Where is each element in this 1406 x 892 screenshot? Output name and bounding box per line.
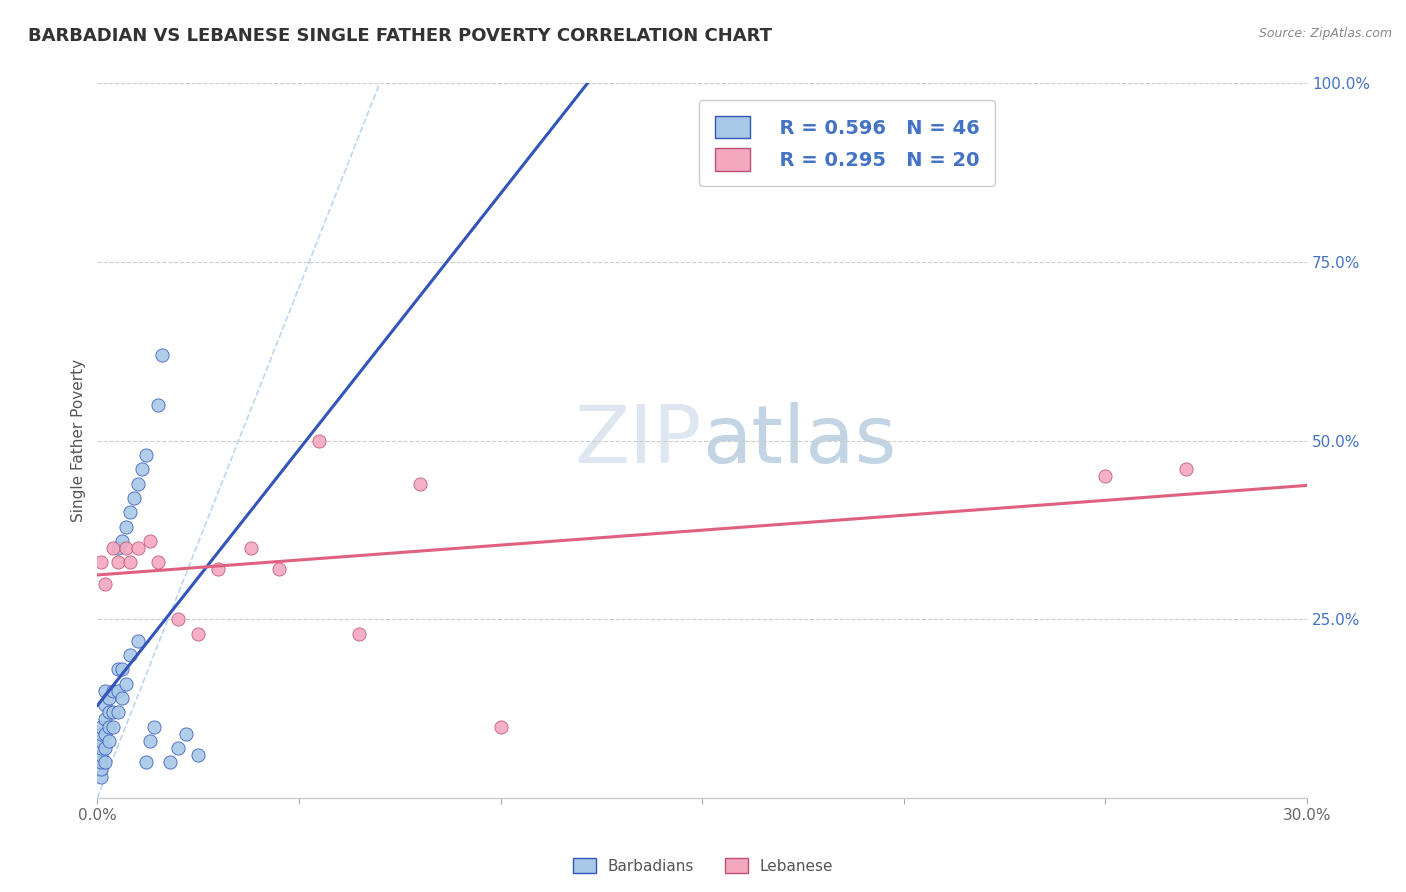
Point <box>174 727 197 741</box>
Point <box>110 691 132 706</box>
Point <box>90 734 112 748</box>
Point <box>110 533 132 548</box>
Text: Source: ZipAtlas.com: Source: ZipAtlas.com <box>1258 27 1392 40</box>
Point <box>107 541 129 555</box>
Point <box>98 720 121 734</box>
Point <box>107 555 129 569</box>
Y-axis label: Single Father Poverty: Single Father Poverty <box>72 359 86 523</box>
Point <box>94 741 117 756</box>
Point <box>103 720 125 734</box>
Point <box>167 612 190 626</box>
Point <box>308 434 330 448</box>
Point <box>142 720 165 734</box>
Legend:   R = 0.596   N = 46,   R = 0.295   N = 20: R = 0.596 N = 46, R = 0.295 N = 20 <box>700 100 995 186</box>
Point <box>146 398 169 412</box>
Point <box>98 734 121 748</box>
Point <box>94 727 117 741</box>
Point <box>409 476 432 491</box>
Point <box>118 555 141 569</box>
Point <box>139 734 162 748</box>
Point <box>107 706 129 720</box>
Point <box>187 748 209 763</box>
Point <box>90 555 112 569</box>
Point <box>107 684 129 698</box>
Point <box>135 756 157 770</box>
Point <box>135 448 157 462</box>
Point <box>98 691 121 706</box>
Point <box>114 519 136 533</box>
Point <box>94 756 117 770</box>
Point <box>150 348 173 362</box>
Point <box>94 698 117 713</box>
Point <box>107 662 129 676</box>
Point <box>90 748 112 763</box>
Point <box>94 684 117 698</box>
Point <box>94 713 117 727</box>
Point <box>103 541 125 555</box>
Point <box>127 633 149 648</box>
Point <box>114 677 136 691</box>
Point <box>207 562 229 576</box>
Point <box>1094 469 1116 483</box>
Point <box>110 662 132 676</box>
Point <box>90 727 112 741</box>
Point <box>139 533 162 548</box>
Point <box>118 648 141 662</box>
Point <box>103 684 125 698</box>
Point <box>239 541 262 555</box>
Point <box>159 756 181 770</box>
Text: atlas: atlas <box>702 401 897 480</box>
Point <box>103 706 125 720</box>
Point <box>90 720 112 734</box>
Point <box>90 741 112 756</box>
Legend: Barbadians, Lebanese: Barbadians, Lebanese <box>567 852 839 880</box>
Point <box>114 541 136 555</box>
Point <box>1175 462 1198 476</box>
Point <box>127 476 149 491</box>
Point <box>167 741 190 756</box>
Point <box>146 555 169 569</box>
Point <box>94 576 117 591</box>
Point <box>90 770 112 784</box>
Point <box>131 462 153 476</box>
Point <box>349 626 371 640</box>
Point <box>90 756 112 770</box>
Point <box>127 541 149 555</box>
Point <box>187 626 209 640</box>
Point <box>122 491 145 505</box>
Text: ZIP: ZIP <box>575 401 702 480</box>
Point <box>98 706 121 720</box>
Point <box>118 505 141 519</box>
Text: BARBADIAN VS LEBANESE SINGLE FATHER POVERTY CORRELATION CHART: BARBADIAN VS LEBANESE SINGLE FATHER POVE… <box>28 27 772 45</box>
Point <box>267 562 290 576</box>
Point <box>489 720 512 734</box>
Point <box>90 763 112 777</box>
